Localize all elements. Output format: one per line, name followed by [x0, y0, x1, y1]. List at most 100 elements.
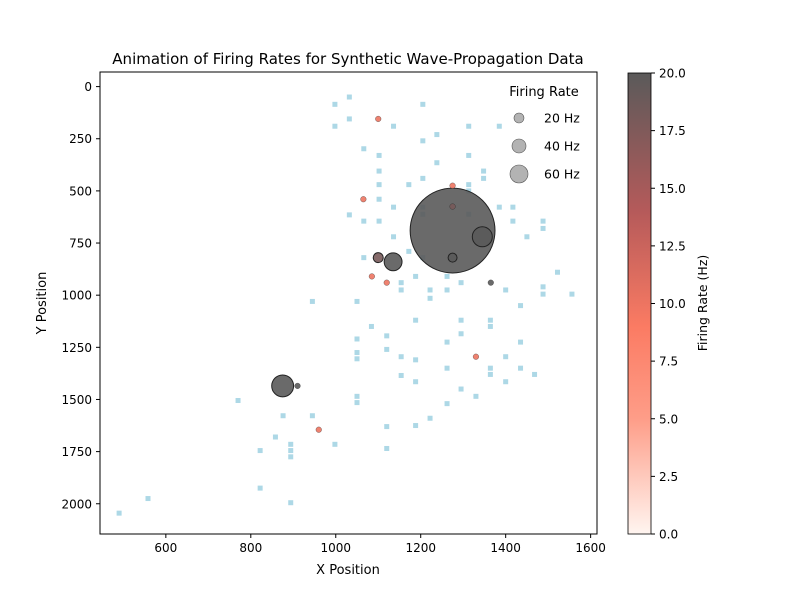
inactive-neuron-point — [427, 287, 433, 293]
inactive-neuron-point — [413, 357, 419, 363]
inactive-neuron-point — [524, 234, 530, 240]
inactive-neuron-point — [406, 248, 412, 254]
x-axis-ticks: 600 800 1000 1200 1400 1600 — [154, 534, 606, 555]
inactive-neuron-point — [376, 168, 382, 174]
inactive-neuron-point — [481, 175, 487, 181]
inactive-neuron-point — [466, 152, 472, 158]
inactive-neuron-point — [257, 485, 263, 491]
inactive-neuron-point — [391, 234, 397, 240]
inactive-neuron-point — [391, 123, 397, 129]
colorbar-tick-label: 0.0 — [659, 528, 678, 542]
active-neuron-point — [315, 426, 322, 433]
active-neuron-point — [487, 279, 494, 286]
legend-marker — [509, 164, 529, 184]
active-neuron-point — [375, 115, 382, 122]
inactive-neuron-point — [413, 423, 419, 429]
inactive-neuron-point — [346, 116, 352, 122]
colorbar-tick-label: 10.0 — [659, 297, 686, 311]
colorbar-label: Firing Rate (Hz) — [695, 255, 710, 352]
inactive-neuron-point — [346, 94, 352, 100]
legend-entry-label: 20 Hz — [544, 111, 580, 126]
active-neuron-point — [449, 203, 456, 210]
active-neuron-point — [383, 252, 403, 272]
y-tick-label: 0 — [84, 80, 92, 94]
inactive-neuron-point — [518, 303, 524, 309]
legend-title: Firing Rate — [509, 85, 579, 100]
inactive-neuron-point — [257, 448, 263, 454]
x-tick-label: 1600 — [575, 541, 606, 555]
inactive-neuron-point — [487, 371, 493, 377]
inactive-neuron-point — [458, 317, 464, 323]
inactive-neuron-point — [384, 333, 390, 339]
inactive-neuron-point — [496, 123, 502, 129]
inactive-neuron-point — [361, 146, 367, 152]
colorbar-tick-label: 12.5 — [659, 239, 686, 253]
active-neuron-point — [471, 226, 493, 248]
colorbar-tick-label: 5.0 — [659, 412, 678, 426]
inactive-neuron-point — [346, 212, 352, 218]
y-axis-ticks: 0 250 500 750 1000 1250 1500 1750 2000 — [61, 80, 100, 511]
inactive-neuron-point — [354, 350, 360, 356]
inactive-neuron-point — [354, 400, 360, 406]
inactive-neuron-point — [116, 510, 122, 516]
colorbar-ticks: 0.0 2.5 5.0 7.5 10.0 12.5 15.0 17.5 20.0 — [651, 67, 686, 542]
y-tick-label: 1250 — [61, 341, 92, 355]
inactive-neuron-point — [420, 138, 426, 144]
inactive-neuron-point — [487, 323, 493, 329]
inactive-neuron-point — [466, 182, 472, 188]
inactive-neuron-point — [458, 331, 464, 337]
inactive-neuron-point — [487, 365, 493, 371]
colorbar — [627, 72, 652, 535]
legend-entries: 20 Hz 40 Hz 60 Hz — [509, 111, 580, 184]
colorbar-tick-label: 17.5 — [659, 124, 686, 138]
active-points-layer — [271, 115, 496, 433]
inactive-neuron-point — [458, 280, 464, 286]
inactive-neuron-point — [444, 365, 450, 371]
legend: Firing Rate 20 Hz 40 Hz 60 Hz — [509, 85, 580, 184]
active-neuron-point — [383, 279, 390, 286]
inactive-neuron-point — [444, 287, 450, 293]
inactive-neuron-point — [288, 441, 294, 447]
inactive-neuron-point — [406, 182, 412, 188]
inactive-neuron-point — [398, 280, 404, 286]
inactive-neuron-point — [398, 354, 404, 360]
inactive-neuron-point — [332, 123, 338, 129]
inactive-neuron-point — [540, 225, 546, 231]
active-neuron-point — [294, 382, 301, 389]
inactive-neuron-point — [466, 123, 472, 129]
inactive-neuron-point — [444, 273, 450, 279]
inactive-neuron-point — [376, 196, 382, 202]
inactive-neuron-point — [398, 372, 404, 378]
inactive-neuron-point — [354, 356, 360, 362]
inactive-neuron-point — [496, 204, 502, 210]
active-neuron-point — [472, 353, 479, 360]
inactive-neuron-point — [384, 346, 390, 352]
y-tick-label: 250 — [69, 132, 92, 146]
chart-title: Animation of Firing Rates for Synthetic … — [112, 50, 583, 68]
inactive-neuron-point — [354, 298, 360, 304]
inactive-neuron-point — [391, 204, 397, 210]
inactive-neuron-point — [361, 255, 367, 261]
y-tick-label: 750 — [69, 237, 92, 251]
inactive-neuron-point — [458, 386, 464, 392]
inactive-neuron-point — [473, 393, 479, 399]
inactive-neuron-point — [354, 336, 360, 342]
inactive-neuron-point — [354, 393, 360, 399]
x-tick-label: 1200 — [405, 541, 436, 555]
inactive-neuron-point — [510, 218, 516, 224]
inactive-neuron-point — [272, 434, 278, 440]
inactive-neuron-point — [332, 441, 338, 447]
inactive-neuron-point — [420, 101, 426, 107]
y-axis-label: Y Position — [35, 272, 50, 336]
x-tick-label: 1000 — [320, 541, 351, 555]
inactive-neuron-point — [280, 413, 286, 419]
inactive-neuron-point — [288, 448, 294, 454]
y-tick-label: 1500 — [61, 393, 92, 407]
colorbar-tick-label: 20.0 — [659, 67, 686, 81]
inactive-neuron-point — [518, 365, 524, 371]
inactive-neuron-point — [376, 218, 382, 224]
y-tick-label: 1750 — [61, 445, 92, 459]
inactive-neuron-point — [444, 401, 450, 407]
